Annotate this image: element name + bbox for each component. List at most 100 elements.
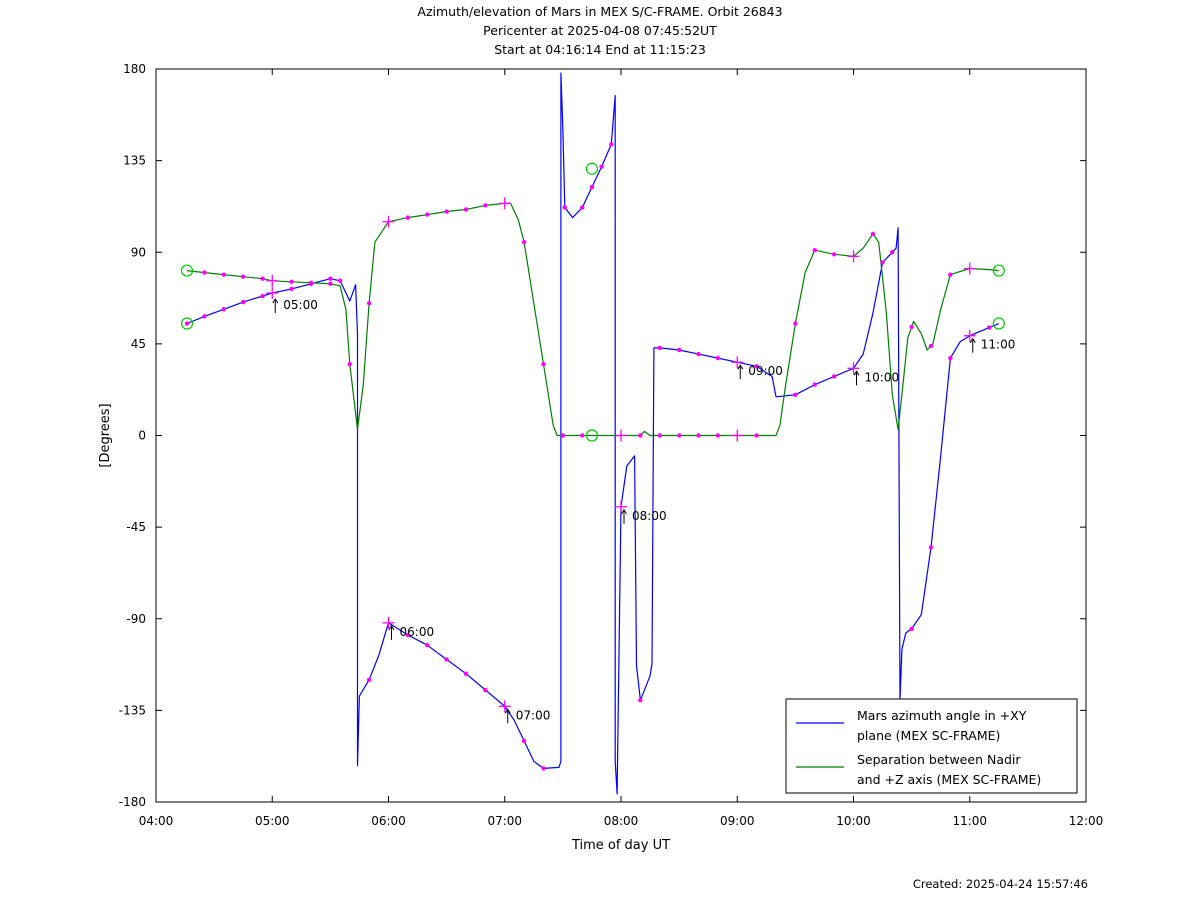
- point-marker: [221, 307, 227, 312]
- point-marker: [444, 657, 449, 662]
- point-marker: [880, 260, 885, 265]
- point-marker: [337, 278, 343, 283]
- point-marker: [562, 205, 568, 210]
- point-marker: [870, 231, 876, 237]
- point-marker: [202, 314, 207, 319]
- point-marker: [560, 433, 566, 438]
- time-annotation-label: 09:00: [748, 364, 783, 378]
- point-marker: [793, 321, 798, 326]
- y-tick-label: -135: [119, 703, 146, 717]
- x-tick-label: 08:00: [604, 814, 639, 828]
- point-marker: [483, 687, 488, 693]
- point-marker: [580, 433, 585, 438]
- point-marker: [638, 697, 643, 703]
- point-marker: [928, 545, 934, 550]
- annotation-arrowhead: [853, 370, 860, 376]
- annotation-arrowhead: [969, 337, 976, 343]
- start-end-circle: [992, 317, 1005, 330]
- y-tick-label: -90: [126, 612, 146, 626]
- y-axis-label: [Degrees]: [98, 403, 113, 467]
- start-end-circle: [180, 317, 194, 330]
- x-tick-label: 11:00: [952, 814, 987, 828]
- point-marker: [463, 207, 469, 212]
- point-marker: [289, 286, 294, 292]
- point-marker: [715, 355, 721, 361]
- x-tick-label: 06:00: [371, 814, 406, 828]
- point-marker: [831, 252, 837, 257]
- legend-label: Separation between Nadir: [857, 752, 1021, 767]
- y-tick-label: 45: [131, 337, 146, 351]
- point-marker: [444, 209, 449, 214]
- y-tick-label: -45: [126, 520, 146, 534]
- point-marker: [347, 362, 352, 367]
- legend-label: Mars azimuth angle in +XY: [857, 708, 1027, 723]
- time-annotation-label: 08:00: [632, 509, 667, 523]
- chart-subtitle-pericenter: Pericenter at 2025-04-08 07:45:52UT: [483, 23, 717, 38]
- x-tick-label: 04:00: [139, 814, 174, 828]
- point-marker: [521, 738, 527, 744]
- point-marker: [812, 248, 817, 253]
- annotation-arrowhead: [388, 624, 395, 631]
- y-tick-label: 90: [131, 245, 146, 259]
- legend-label: plane (MEX SC-FRAME): [857, 728, 1000, 743]
- point-marker: [260, 276, 265, 281]
- point-marker: [754, 364, 759, 369]
- annotation-arrowhead: [272, 298, 279, 304]
- point-marker: [657, 345, 662, 351]
- time-annotation-label: 11:00: [981, 338, 1016, 352]
- point-marker: [425, 643, 430, 648]
- point-marker: [609, 142, 614, 147]
- point-marker: [589, 184, 595, 190]
- x-axis-label: Time of day UT: [571, 838, 670, 853]
- point-marker: [909, 324, 914, 330]
- point-marker: [657, 433, 662, 438]
- point-marker: [676, 347, 682, 353]
- point-marker: [240, 274, 246, 279]
- point-marker: [366, 300, 372, 306]
- legend-label: and +Z axis (MEX SC-FRAME): [857, 772, 1041, 787]
- point-marker: [328, 281, 333, 287]
- start-end-circle: [180, 264, 194, 277]
- point-marker: [890, 250, 895, 255]
- x-tick-label: 09:00: [720, 814, 755, 828]
- point-marker: [366, 677, 372, 683]
- x-tick-label: 05:00: [255, 814, 290, 828]
- point-marker: [308, 280, 314, 285]
- start-end-circle: [585, 162, 599, 175]
- point-marker: [221, 272, 227, 277]
- point-marker: [289, 279, 294, 284]
- point-marker: [260, 293, 265, 299]
- annotation-arrowhead: [737, 364, 744, 370]
- point-marker: [638, 433, 643, 438]
- point-marker: [676, 433, 682, 438]
- y-tick-label: 180: [123, 62, 146, 76]
- point-marker: [405, 632, 411, 638]
- time-annotation-label: 07:00: [516, 708, 551, 722]
- start-end-circle: [992, 264, 1005, 277]
- start-end-circle: [585, 429, 599, 442]
- series-line-azimuth: [186, 72, 1000, 795]
- time-annotation-label: 05:00: [283, 298, 318, 312]
- point-marker: [696, 351, 701, 357]
- series-line-separation: [186, 202, 999, 437]
- point-marker: [328, 276, 333, 281]
- point-marker: [483, 203, 488, 208]
- point-marker: [754, 433, 759, 438]
- time-annotation-label: 10:00: [865, 370, 900, 384]
- time-annotation-label: 06:00: [400, 625, 435, 639]
- annotation-arrowhead: [504, 708, 511, 714]
- x-tick-label: 12:00: [1069, 814, 1104, 828]
- point-marker: [909, 626, 914, 632]
- y-tick-label: -180: [119, 795, 146, 809]
- point-marker: [463, 671, 469, 676]
- point-marker: [696, 433, 701, 438]
- chart-subtitle-start-end: Start at 04:16:14 End at 11:15:23: [494, 42, 706, 57]
- point-marker: [184, 321, 190, 326]
- point-marker: [541, 362, 546, 367]
- point-marker: [541, 766, 546, 771]
- point-marker: [425, 212, 430, 217]
- point-marker: [580, 205, 585, 210]
- point-marker: [986, 325, 992, 330]
- point-marker: [948, 355, 953, 361]
- created-timestamp: Created: 2025-04-24 15:57:46: [912, 877, 1088, 891]
